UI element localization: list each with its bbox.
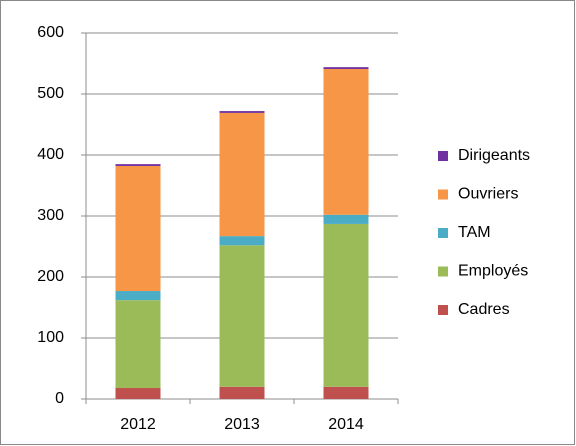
legend-swatch [438, 151, 448, 161]
bar-segment [115, 300, 161, 389]
y-tick-label: 300 [37, 207, 64, 224]
legend-label: TAM [458, 224, 491, 241]
bar-segment [115, 164, 161, 166]
bar-segment [115, 165, 161, 292]
bar-segment [219, 112, 265, 237]
legend-label: Employés [458, 263, 528, 280]
bar-segment [323, 67, 369, 69]
bar-segment [219, 245, 265, 387]
y-tick-label: 500 [37, 85, 64, 102]
bar-segment [323, 386, 369, 399]
bar-segment [115, 388, 161, 399]
bar-segment [219, 236, 265, 246]
legend-label: Dirigeants [458, 147, 530, 164]
x-tick-label: 2014 [328, 416, 364, 433]
bar-segment [115, 291, 161, 301]
x-tick-label: 2012 [120, 416, 156, 433]
bar-segment [323, 214, 369, 224]
y-tick-label: 0 [55, 390, 64, 407]
legend-swatch [438, 305, 448, 315]
bar-segment [323, 223, 369, 387]
legend-label: Ouvriers [458, 186, 518, 203]
legend-swatch [438, 266, 448, 277]
bar-segment [323, 68, 369, 215]
legend-swatch [438, 189, 448, 200]
bar-segment [219, 111, 265, 113]
y-tick-label: 200 [37, 268, 64, 285]
legend-swatch [438, 228, 448, 238]
y-tick-label: 100 [37, 329, 64, 346]
bar-segment [219, 386, 265, 399]
y-tick-label: 600 [37, 24, 64, 41]
y-tick-label: 400 [37, 146, 64, 163]
legend-label: Cadres [458, 301, 510, 318]
x-tick-label: 2013 [224, 416, 260, 433]
